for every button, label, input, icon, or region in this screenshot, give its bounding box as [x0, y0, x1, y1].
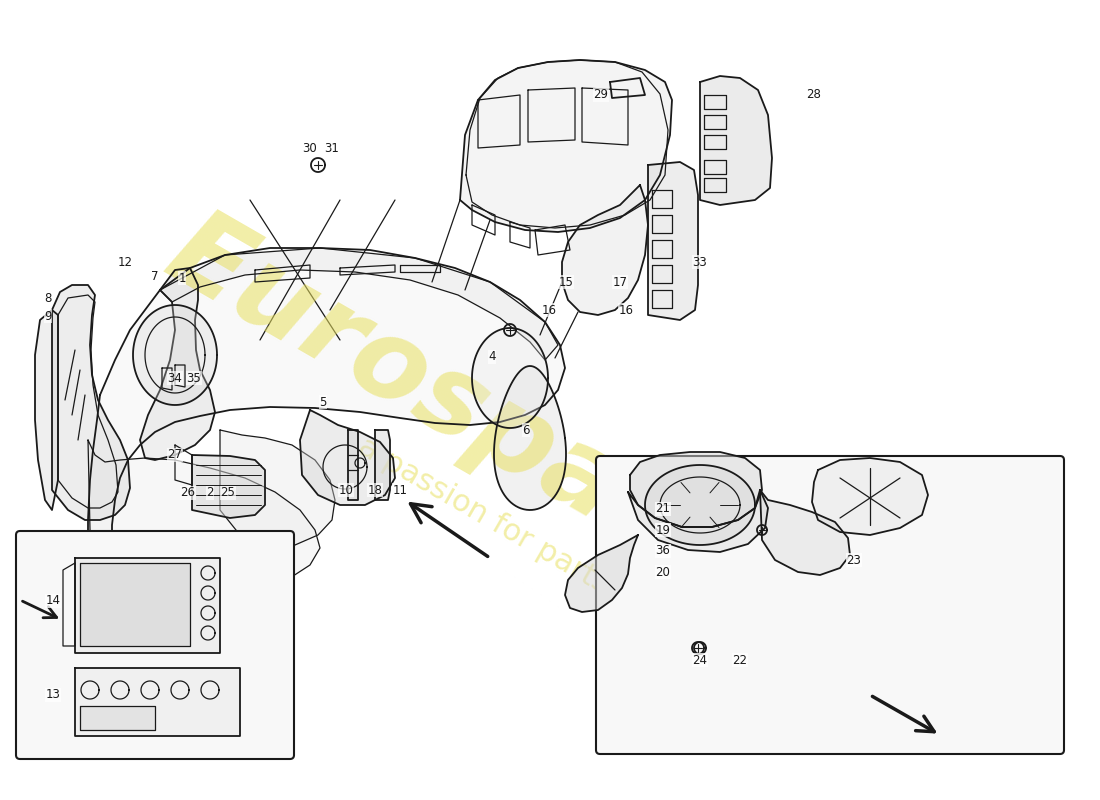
Text: 34: 34 — [167, 371, 183, 385]
Text: 17: 17 — [613, 275, 627, 289]
Polygon shape — [80, 706, 155, 730]
Text: 20: 20 — [656, 566, 670, 578]
Text: 16: 16 — [541, 303, 557, 317]
Text: 2: 2 — [207, 486, 213, 499]
Polygon shape — [160, 248, 558, 360]
Text: a passion for parts since 1985: a passion for parts since 1985 — [353, 432, 767, 688]
Polygon shape — [494, 366, 566, 510]
Text: 33: 33 — [693, 255, 707, 269]
Text: Eurospares: Eurospares — [148, 198, 811, 642]
Text: 28: 28 — [806, 89, 822, 102]
Text: 18: 18 — [367, 483, 383, 497]
Polygon shape — [88, 440, 320, 592]
Text: 7: 7 — [152, 270, 158, 282]
Text: 9: 9 — [44, 310, 52, 322]
Text: 23: 23 — [847, 554, 861, 566]
Polygon shape — [140, 268, 214, 460]
Polygon shape — [812, 458, 928, 535]
Text: 6: 6 — [522, 423, 530, 437]
Text: 27: 27 — [167, 449, 183, 462]
Text: 4: 4 — [488, 350, 496, 363]
Text: 25: 25 — [221, 486, 235, 499]
Text: 22: 22 — [733, 654, 748, 666]
Text: 13: 13 — [45, 689, 60, 702]
Polygon shape — [628, 490, 768, 552]
Polygon shape — [460, 60, 672, 232]
FancyBboxPatch shape — [16, 531, 294, 759]
Polygon shape — [133, 305, 217, 405]
Text: 14: 14 — [45, 594, 60, 607]
Polygon shape — [472, 328, 548, 428]
Polygon shape — [35, 310, 58, 510]
Polygon shape — [52, 285, 130, 520]
Polygon shape — [700, 76, 772, 205]
Polygon shape — [630, 452, 762, 527]
Polygon shape — [645, 465, 755, 545]
Text: 8: 8 — [44, 291, 52, 305]
Text: 12: 12 — [118, 255, 132, 269]
Text: 35: 35 — [187, 371, 201, 385]
Polygon shape — [562, 185, 648, 315]
Text: 10: 10 — [339, 483, 353, 497]
Polygon shape — [348, 430, 358, 500]
Polygon shape — [80, 563, 190, 646]
Text: 16: 16 — [618, 303, 634, 317]
Polygon shape — [75, 558, 220, 653]
Text: 29: 29 — [594, 89, 608, 102]
Text: 21: 21 — [656, 502, 671, 515]
Text: 1: 1 — [178, 271, 186, 285]
Polygon shape — [88, 248, 565, 575]
Text: 19: 19 — [656, 523, 671, 537]
Text: 36: 36 — [656, 545, 670, 558]
Text: 31: 31 — [324, 142, 340, 154]
Polygon shape — [300, 410, 395, 505]
FancyBboxPatch shape — [596, 456, 1064, 754]
Polygon shape — [760, 490, 850, 575]
Polygon shape — [565, 535, 638, 612]
Polygon shape — [75, 668, 240, 736]
Polygon shape — [648, 162, 698, 320]
Polygon shape — [192, 455, 265, 518]
Polygon shape — [375, 430, 390, 500]
Text: 24: 24 — [693, 654, 707, 666]
Polygon shape — [220, 430, 336, 545]
Text: 5: 5 — [319, 395, 327, 409]
Text: 26: 26 — [180, 486, 196, 499]
Text: 15: 15 — [559, 275, 573, 289]
Text: 11: 11 — [393, 483, 407, 497]
Text: 30: 30 — [302, 142, 318, 154]
